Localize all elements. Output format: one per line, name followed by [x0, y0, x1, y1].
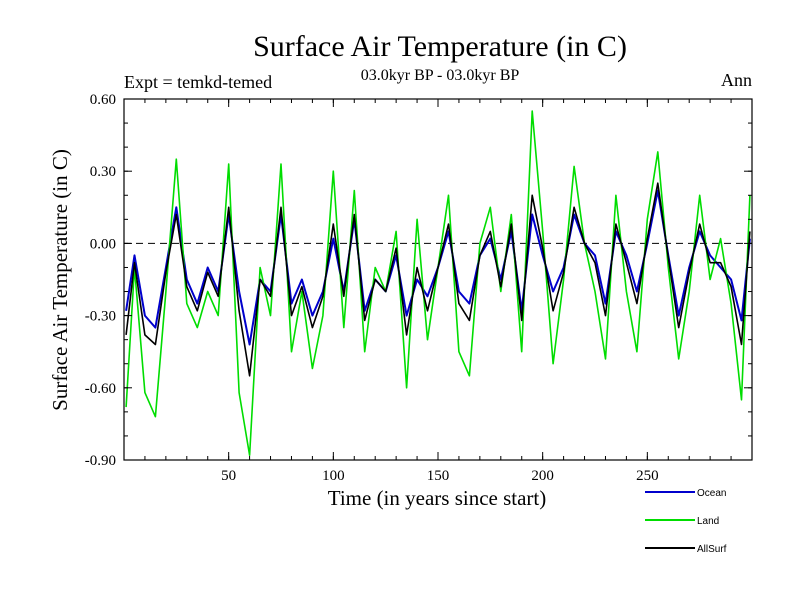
season-label: Ann — [721, 70, 752, 90]
chart-title: Surface Air Temperature (in C) — [253, 30, 627, 63]
legend-label-allsurf: AllSurf — [697, 544, 727, 555]
chart-legend: Ocean Land AllSurf — [645, 488, 727, 555]
y-tick-label: -0.60 — [85, 381, 116, 397]
experiment-label: Expt = temkd-temed — [124, 72, 272, 92]
legend-label-land: Land — [697, 516, 719, 527]
y-tick-label: -0.90 — [85, 453, 116, 469]
series-line-allsurf — [125, 182, 751, 377]
x-tick-label: 250 — [636, 468, 659, 484]
x-axis-label: Time (in years since start) — [328, 486, 547, 510]
y-axis-label: Surface Air Temperature (in C) — [48, 149, 72, 411]
y-tick-label: 0.00 — [90, 236, 116, 252]
y-tick-label: -0.30 — [85, 309, 116, 325]
x-tick-label: 150 — [427, 468, 450, 484]
x-tick-label: 100 — [322, 468, 345, 484]
chart-subtitle: 03.0kyr BP - 03.0kyr BP — [361, 67, 520, 84]
plot-area: -0.90 -0.60 -0.30 0.00 0.30 0.60 50 100 150 200 25… — [85, 92, 753, 484]
x-tick-label: 200 — [531, 468, 554, 484]
y-tick-label: 0.30 — [90, 164, 116, 180]
x-tick-label: 50 — [221, 468, 236, 484]
legend-label-ocean: Ocean — [697, 488, 726, 499]
y-tick-label: 0.60 — [90, 92, 116, 108]
